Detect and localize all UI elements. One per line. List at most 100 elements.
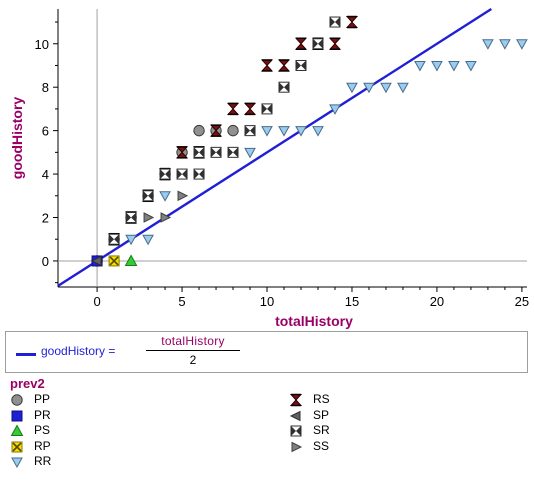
data-point-rs: [175, 146, 189, 159]
legend-label: PS: [34, 423, 51, 437]
data-point-rr: [499, 39, 511, 50]
data-point-sr: [108, 233, 120, 245]
y-tick-label: 4: [42, 167, 49, 182]
data-point-sr: [142, 190, 154, 202]
data-point-sr: [312, 38, 324, 50]
formula-denominator: 2: [189, 353, 197, 367]
legend-symbol-sp: [289, 410, 301, 421]
legend-marker-pr: [11, 410, 23, 421]
data-point-sr: [159, 168, 171, 180]
formula-fraction: totalHistory 2: [146, 334, 240, 367]
fit-line-layer: [57, 7, 492, 287]
data-point-rs: [294, 37, 308, 50]
data-point-rr: [465, 60, 477, 72]
data-point-rr: [397, 82, 409, 94]
data-point-rr: [482, 39, 494, 50]
legend-marker-rp: [11, 441, 23, 452]
data-point-rr: [312, 126, 324, 137]
data-point-sr: [193, 146, 205, 158]
data-point-pp: [193, 124, 205, 137]
data-point-rr: [261, 126, 273, 137]
data-point-rr: [159, 191, 171, 202]
x-tick-label: 0: [93, 294, 100, 309]
legend-marker-sr: [290, 425, 302, 437]
data-point-rs: [243, 102, 257, 116]
legend-marker-ps: [10, 424, 24, 436]
plot-axes: 0 5 10 15 20 25 0 2 4 6 8 10: [35, 9, 529, 309]
formula-equals: =: [108, 344, 116, 358]
legend-symbol-pp: [11, 394, 23, 406]
data-point-rs: [345, 15, 359, 29]
legend-label: SR: [313, 423, 330, 437]
x-tick-label: 15: [345, 294, 359, 309]
data-point-sr: [244, 125, 256, 137]
data-point-rs: [226, 102, 240, 116]
data-point-rs: [260, 59, 274, 72]
data-point-rr: [363, 82, 375, 94]
data-point-sr: [210, 146, 222, 158]
data-point-sr: [125, 212, 137, 223]
data-point-sr: [176, 168, 188, 180]
data-point-pp: [227, 124, 239, 137]
data-point-rr: [329, 104, 341, 115]
legend-label: PP: [34, 392, 51, 406]
data-point-rr: [244, 147, 256, 159]
data-point-rr: [380, 82, 392, 94]
y-axis-title: goodHistory: [9, 97, 25, 180]
data-points-layer: [90, 15, 528, 267]
x-tick-label: 5: [178, 294, 185, 309]
legend-symbol-rp: [11, 441, 23, 452]
data-point-rp: [108, 255, 120, 267]
legend-symbol-ss: [291, 441, 303, 452]
x-tick-label: 20: [430, 294, 444, 309]
formula-lhs: goodHistory =: [41, 344, 115, 358]
data-point-rs: [277, 59, 291, 72]
legend-label: RS: [313, 392, 330, 406]
scatter-plot: 0 5 10 15 20 25 0 2 4 6 8 10 totalHistory goodHisto…: [9, 7, 529, 329]
data-point-rr: [448, 60, 460, 72]
legend-symbol-ps: [10, 424, 24, 436]
data-point-rr: [125, 234, 137, 246]
data-point-ss: [177, 190, 189, 202]
y-tick-label: 10: [35, 37, 49, 52]
data-point-ps: [124, 254, 138, 266]
data-point-rr: [516, 39, 528, 50]
legend-label: SP: [313, 407, 330, 422]
fit-line-swatch: [16, 353, 36, 356]
y-tick-label: 0: [42, 254, 49, 269]
data-point-rs: [328, 37, 342, 50]
data-point-rr: [431, 60, 443, 72]
legend-marker-rs: [289, 393, 303, 407]
legend-symbol-sr: [290, 425, 302, 437]
formula-numerator: totalHistory: [146, 334, 240, 351]
formula-var: goodHistory: [41, 344, 106, 358]
data-point-rr: [142, 234, 154, 246]
legend-label: PR: [34, 407, 51, 422]
data-point-rr: [278, 126, 290, 137]
data-point-ss: [143, 212, 155, 223]
data-point-rr: [414, 60, 426, 72]
data-point-sr: [329, 16, 341, 28]
x-tick-label: 10: [260, 294, 274, 309]
data-point-sr: [261, 103, 273, 115]
x-axis-title: totalHistory: [275, 313, 353, 329]
legend-symbol-pr: [11, 410, 23, 421]
data-point-sr: [295, 59, 307, 71]
y-tick-label: 8: [42, 80, 49, 95]
legend-symbol-rr: [11, 457, 23, 469]
legend-label: RR: [34, 454, 52, 468]
data-point-sr: [278, 81, 290, 93]
fit-formula-box: goodHistory = totalHistory 2: [5, 331, 528, 373]
data-point-sr: [227, 146, 239, 158]
y-tick-label: 6: [42, 124, 49, 139]
x-tick-label: 25: [515, 294, 529, 309]
legend-marker-sp: [289, 410, 301, 421]
data-point-rr: [346, 82, 358, 94]
legend-marker-ss: [291, 441, 303, 452]
legend-label: SS: [313, 438, 330, 453]
legend-title: prev2: [10, 376, 45, 391]
fit-line: [57, 7, 492, 287]
legend-marker-rr: [11, 457, 23, 469]
legend-label: RP: [34, 438, 51, 453]
data-point-sr: [193, 168, 205, 180]
